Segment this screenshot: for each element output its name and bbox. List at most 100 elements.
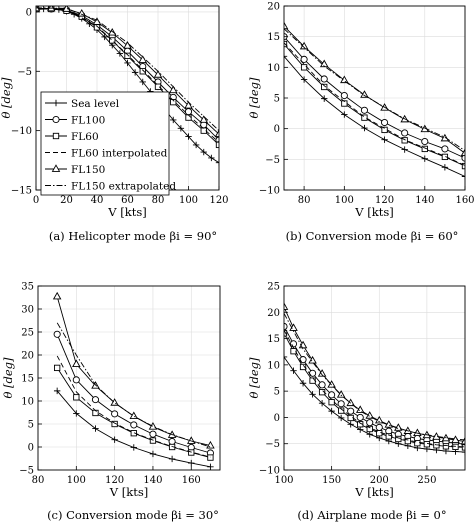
data-point-sea-level	[177, 125, 185, 132]
legend-label-sea-level: Sea level	[71, 98, 120, 110]
x-tick-label: 100	[274, 475, 293, 486]
data-point-fl60	[154, 83, 162, 90]
x-tick-label: 140	[415, 195, 434, 206]
data-point-fl150	[365, 411, 375, 419]
data-point-fl100	[72, 376, 80, 384]
data-point-fl100	[289, 340, 298, 348]
data-point-fl60	[442, 443, 450, 450]
data-point-fl100	[320, 75, 328, 83]
data-point-fl100	[168, 437, 176, 446]
data-point-fl100	[360, 106, 368, 114]
panel-airplane-mode: 100 150 200 250 −10 −5 0 5 10 15 20 25 V [kts] θ [deg…	[247, 282, 466, 522]
data-point-sea-level	[321, 95, 328, 102]
data-point-fl100	[184, 108, 193, 116]
x-tick-label: 120	[105, 475, 124, 486]
y-tick-label: 15	[21, 374, 34, 385]
data-point-fl100	[340, 91, 348, 100]
data-point-fl150	[214, 129, 219, 138]
data-point-sea-level	[284, 53, 288, 60]
plot-area	[52, 291, 215, 470]
y-tick-label: −5	[265, 155, 280, 166]
data-point-fl100	[318, 381, 326, 389]
x-tick-label: 200	[370, 475, 389, 486]
data-point-fl60	[414, 440, 421, 447]
data-point-fl150	[153, 70, 163, 78]
data-point-fl150	[355, 405, 365, 413]
data-point-fl60	[441, 153, 449, 161]
data-point-fl150	[123, 41, 132, 49]
data-point-sea-level	[300, 76, 308, 83]
legend-label-fl100: FL100	[71, 115, 105, 127]
y-tick-label: 0	[28, 443, 34, 454]
data-point-fl150	[308, 355, 317, 364]
series-fl150	[284, 21, 465, 157]
x-tick-label: 100	[179, 195, 198, 206]
series-fl150-extrapolated	[284, 313, 465, 441]
data-point-fl60	[404, 437, 411, 445]
data-point-fl150	[346, 398, 355, 407]
data-point-sea-level	[318, 400, 326, 407]
data-point-fl60	[338, 407, 345, 414]
data-point-fl60	[321, 83, 328, 91]
data-point-fl100	[149, 430, 157, 438]
series-sea-level	[284, 53, 465, 180]
data-point-sea-level	[192, 141, 200, 149]
data-point-fl150	[138, 55, 148, 63]
series-sea-level	[284, 353, 465, 456]
data-point-fl150	[199, 115, 209, 123]
series-fl60	[284, 330, 465, 451]
data-point-sea-level	[421, 155, 428, 162]
legend: Sea level FL100 FL60 FL60 interpolated FL150…	[40, 91, 176, 196]
data-point-fl100	[111, 410, 119, 418]
data-point-fl100	[337, 400, 345, 408]
y-tick-label: 0	[26, 7, 32, 18]
x-tick-label: 100	[335, 195, 354, 206]
y-tick-label: −5	[265, 439, 280, 450]
y-axis-label: θ [deg]	[247, 77, 261, 119]
y-tick-label: 0	[274, 413, 280, 424]
data-point-sea-level	[361, 124, 368, 132]
x-tick-label: 60	[121, 195, 134, 206]
data-point-fl100	[328, 391, 336, 399]
data-point-sea-level	[381, 136, 388, 143]
series-fl60	[54, 364, 214, 461]
data-point-fl100	[130, 421, 138, 429]
data-point-fl150	[52, 291, 62, 300]
data-point-fl60	[385, 433, 392, 440]
data-point-sea-level	[341, 111, 348, 118]
data-point-sea-level	[130, 444, 137, 451]
series-line-fl60-interpolated	[56, 355, 211, 458]
data-point-sea-level	[441, 164, 449, 171]
series-line-fl100	[284, 36, 465, 159]
x-axis-label: V [kts]	[107, 205, 146, 219]
data-point-sea-level	[111, 436, 118, 443]
axes-frame	[283, 285, 466, 471]
y-tick-label: 5	[28, 420, 34, 431]
data-point-fl100	[300, 55, 308, 63]
x-tick-label: 120	[209, 195, 228, 206]
data-point-sea-level	[168, 455, 176, 463]
legend-box	[40, 91, 170, 196]
panel-caption: (a) Helicopter mode βi = 90°	[49, 229, 217, 243]
plot-area	[284, 21, 465, 180]
series-line-sea-level	[56, 390, 211, 468]
data-point-fl150	[327, 380, 336, 388]
y-tick-label: −10	[259, 186, 280, 197]
data-point-fl60	[215, 141, 219, 149]
legend-marker-fl100	[52, 115, 60, 124]
data-point-fl60	[452, 443, 459, 451]
data-point-fl60	[109, 37, 116, 44]
series-line-fl150-extrapolated	[36, 7, 219, 131]
legend-label-fl150: FL150	[71, 164, 105, 176]
y-tick-label: 5	[274, 387, 280, 398]
data-point-sea-level	[309, 391, 316, 398]
data-point-fl100	[356, 413, 364, 421]
data-point-sea-level	[347, 421, 354, 428]
legend-marker-sea-level	[52, 99, 60, 107]
data-point-sea-level	[290, 367, 297, 374]
x-tick-label: 120	[375, 195, 394, 206]
data-point-sea-level	[131, 69, 139, 76]
y-tick-label: 0	[274, 124, 280, 135]
series-line-fl60-interpolated	[36, 7, 219, 143]
data-point-sea-level	[299, 380, 307, 387]
